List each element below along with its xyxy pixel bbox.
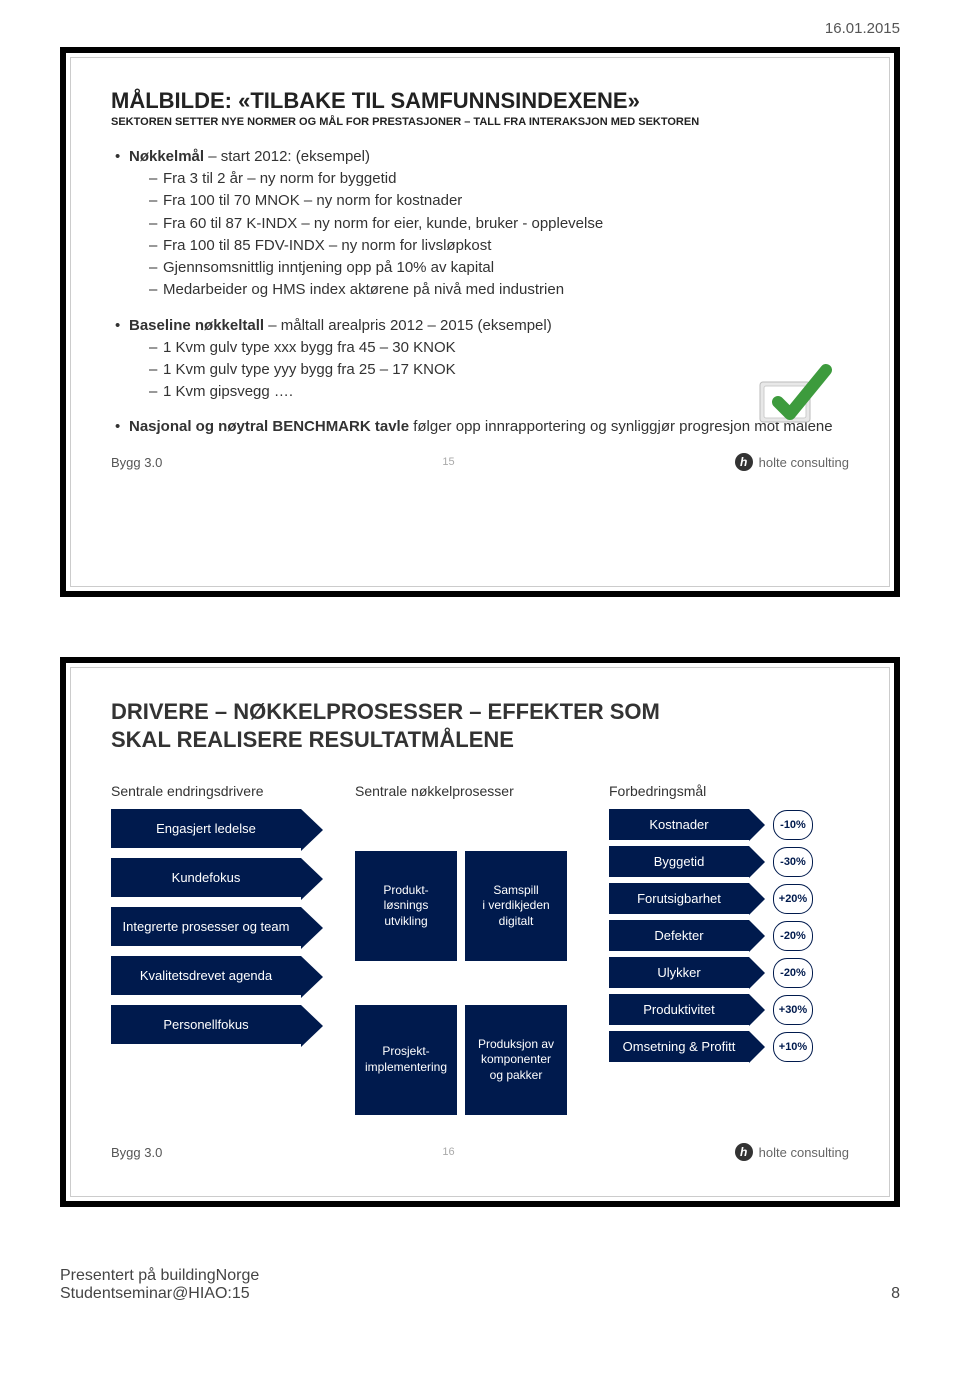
col2-header: Sentrale nøkkelprosesser <box>355 783 575 799</box>
slide1-b1-sub: Fra 100 til 70 MNOK – ny norm for kostna… <box>149 191 849 211</box>
checkmark-icon <box>754 358 834 428</box>
slide2-title-l1: DRIVERE – NØKKELPROSESSER – EFFEKTER SOM <box>111 698 849 726</box>
slide2-title-l2: SKAL REALISERE RESULTATMÅLENE <box>111 726 849 754</box>
goal-label: Produktivitet <box>609 994 749 1025</box>
process-box: Produkt-løsningsutvikling <box>355 851 457 961</box>
page-footer: Presentert på buildingNorge Studentsemin… <box>60 1267 900 1303</box>
slide1-b2-sub: 1 Kvm gipsvegg …. <box>149 382 849 402</box>
slide1-bullet2: Baseline nøkkeltall – måltall arealpris … <box>115 317 849 334</box>
goal-label: Defekter <box>609 920 749 951</box>
page-footer-l1: Presentert på buildingNorge <box>60 1267 259 1285</box>
bullet3-lead: Nasjonal og nøytral BENCHMARK tavle <box>129 418 409 435</box>
slide1-footer-left: Bygg 3.0 <box>111 455 162 470</box>
goal-row: Kostnader -10% <box>609 809 839 840</box>
goal-value: -10% <box>773 810 813 840</box>
slide1-b1-sub: Fra 3 til 2 år – ny norm for byggetid <box>149 169 849 189</box>
goal-label: Ulykker <box>609 957 749 988</box>
driver-box: Personellfokus <box>111 1005 301 1044</box>
goal-row: Omsetning & Profitt +10% <box>609 1031 839 1062</box>
brand-icon: h <box>735 453 753 471</box>
goal-row: Produktivitet +30% <box>609 994 839 1025</box>
goal-row: Byggetid -30% <box>609 846 839 877</box>
slide1-b1-sub: Fra 100 til 85 FDV-INDX – ny norm for li… <box>149 236 849 256</box>
process-box: Samspilli verdikjedendigitalt <box>465 851 567 961</box>
driver-box: Engasjert ledelse <box>111 809 301 848</box>
slide-1-frame: MÅLBILDE: «TILBAKE TIL SAMFUNNSINDEXENE»… <box>60 47 900 597</box>
brand-text: holte consulting <box>759 1145 849 1160</box>
slide1-b1-sub: Gjennsomsnittlig inntjening opp på 10% a… <box>149 258 849 278</box>
goal-value: -20% <box>773 958 813 988</box>
goal-value: +20% <box>773 884 813 914</box>
slide1-b2-sub: 1 Kvm gulv type xxx bygg fra 45 – 30 KNO… <box>149 338 849 358</box>
slide2-footer-left: Bygg 3.0 <box>111 1145 162 1160</box>
brand-icon: h <box>735 1143 753 1161</box>
bullet2-lead: Baseline nøkkeltall <box>129 317 264 334</box>
driver-box: Kvalitetsdrevet agenda <box>111 956 301 995</box>
slide1-b2-sub: 1 Kvm gulv type yyy bygg fra 25 – 17 KNO… <box>149 360 849 380</box>
process-box: Produksjon avkomponenterog pakker <box>465 1005 567 1115</box>
goal-row: Defekter -20% <box>609 920 839 951</box>
slide1-title: MÅLBILDE: «TILBAKE TIL SAMFUNNSINDEXENE» <box>111 88 849 114</box>
goal-label: Kostnader <box>609 809 749 840</box>
date-header: 16.01.2015 <box>60 20 900 37</box>
bullet2-rest: – måltall arealpris 2012 – 2015 (eksempe… <box>264 317 552 334</box>
goal-label: Omsetning & Profitt <box>609 1031 749 1062</box>
col3-header: Forbedringsmål <box>609 783 839 799</box>
goal-row: Forutsigbarhet +20% <box>609 883 839 914</box>
slide-2-frame: DRIVERE – NØKKELPROSESSER – EFFEKTER SOM… <box>60 657 900 1207</box>
driver-box: Integrerte prosesser og team <box>111 907 301 946</box>
slide1-bullet3: Nasjonal og nøytral BENCHMARK tavle følg… <box>115 418 849 435</box>
slide1-subtitle: SEKTOREN SETTER NYE NORMER OG MÅL FOR PR… <box>111 116 849 128</box>
process-box: Prosjekt-implementering <box>355 1005 457 1115</box>
goal-value: -20% <box>773 921 813 951</box>
goal-label: Byggetid <box>609 846 749 877</box>
slide1-footer-center: 15 <box>162 456 734 468</box>
col1-header: Sentrale endringsdrivere <box>111 783 323 799</box>
goal-value: -30% <box>773 847 813 877</box>
slide2-footer-center: 16 <box>162 1146 734 1158</box>
page-footer-l2: Studentseminar@HIAO:15 <box>60 1285 259 1303</box>
driver-box: Kundefokus <box>111 858 301 897</box>
goal-value: +10% <box>773 1032 813 1062</box>
slide1-b1-sub: Fra 60 til 87 K-INDX – ny norm for eier,… <box>149 214 849 234</box>
slide2-title: DRIVERE – NØKKELPROSESSER – EFFEKTER SOM… <box>111 698 849 753</box>
slide1-bullet1: Nøkkelmål – start 2012: (eksempel) <box>115 148 849 165</box>
brand-logo: h holte consulting <box>735 1143 849 1161</box>
slide1-b1-sub: Medarbeider og HMS index aktørene på niv… <box>149 280 849 300</box>
goal-label: Forutsigbarhet <box>609 883 749 914</box>
goal-value: +30% <box>773 995 813 1025</box>
page-number: 8 <box>891 1285 900 1303</box>
goal-row: Ulykker -20% <box>609 957 839 988</box>
bullet1-rest: – start 2012: (eksempel) <box>204 148 370 165</box>
bullet1-lead: Nøkkelmål <box>129 148 204 165</box>
brand-text: holte consulting <box>759 455 849 470</box>
brand-logo: h holte consulting <box>735 453 849 471</box>
